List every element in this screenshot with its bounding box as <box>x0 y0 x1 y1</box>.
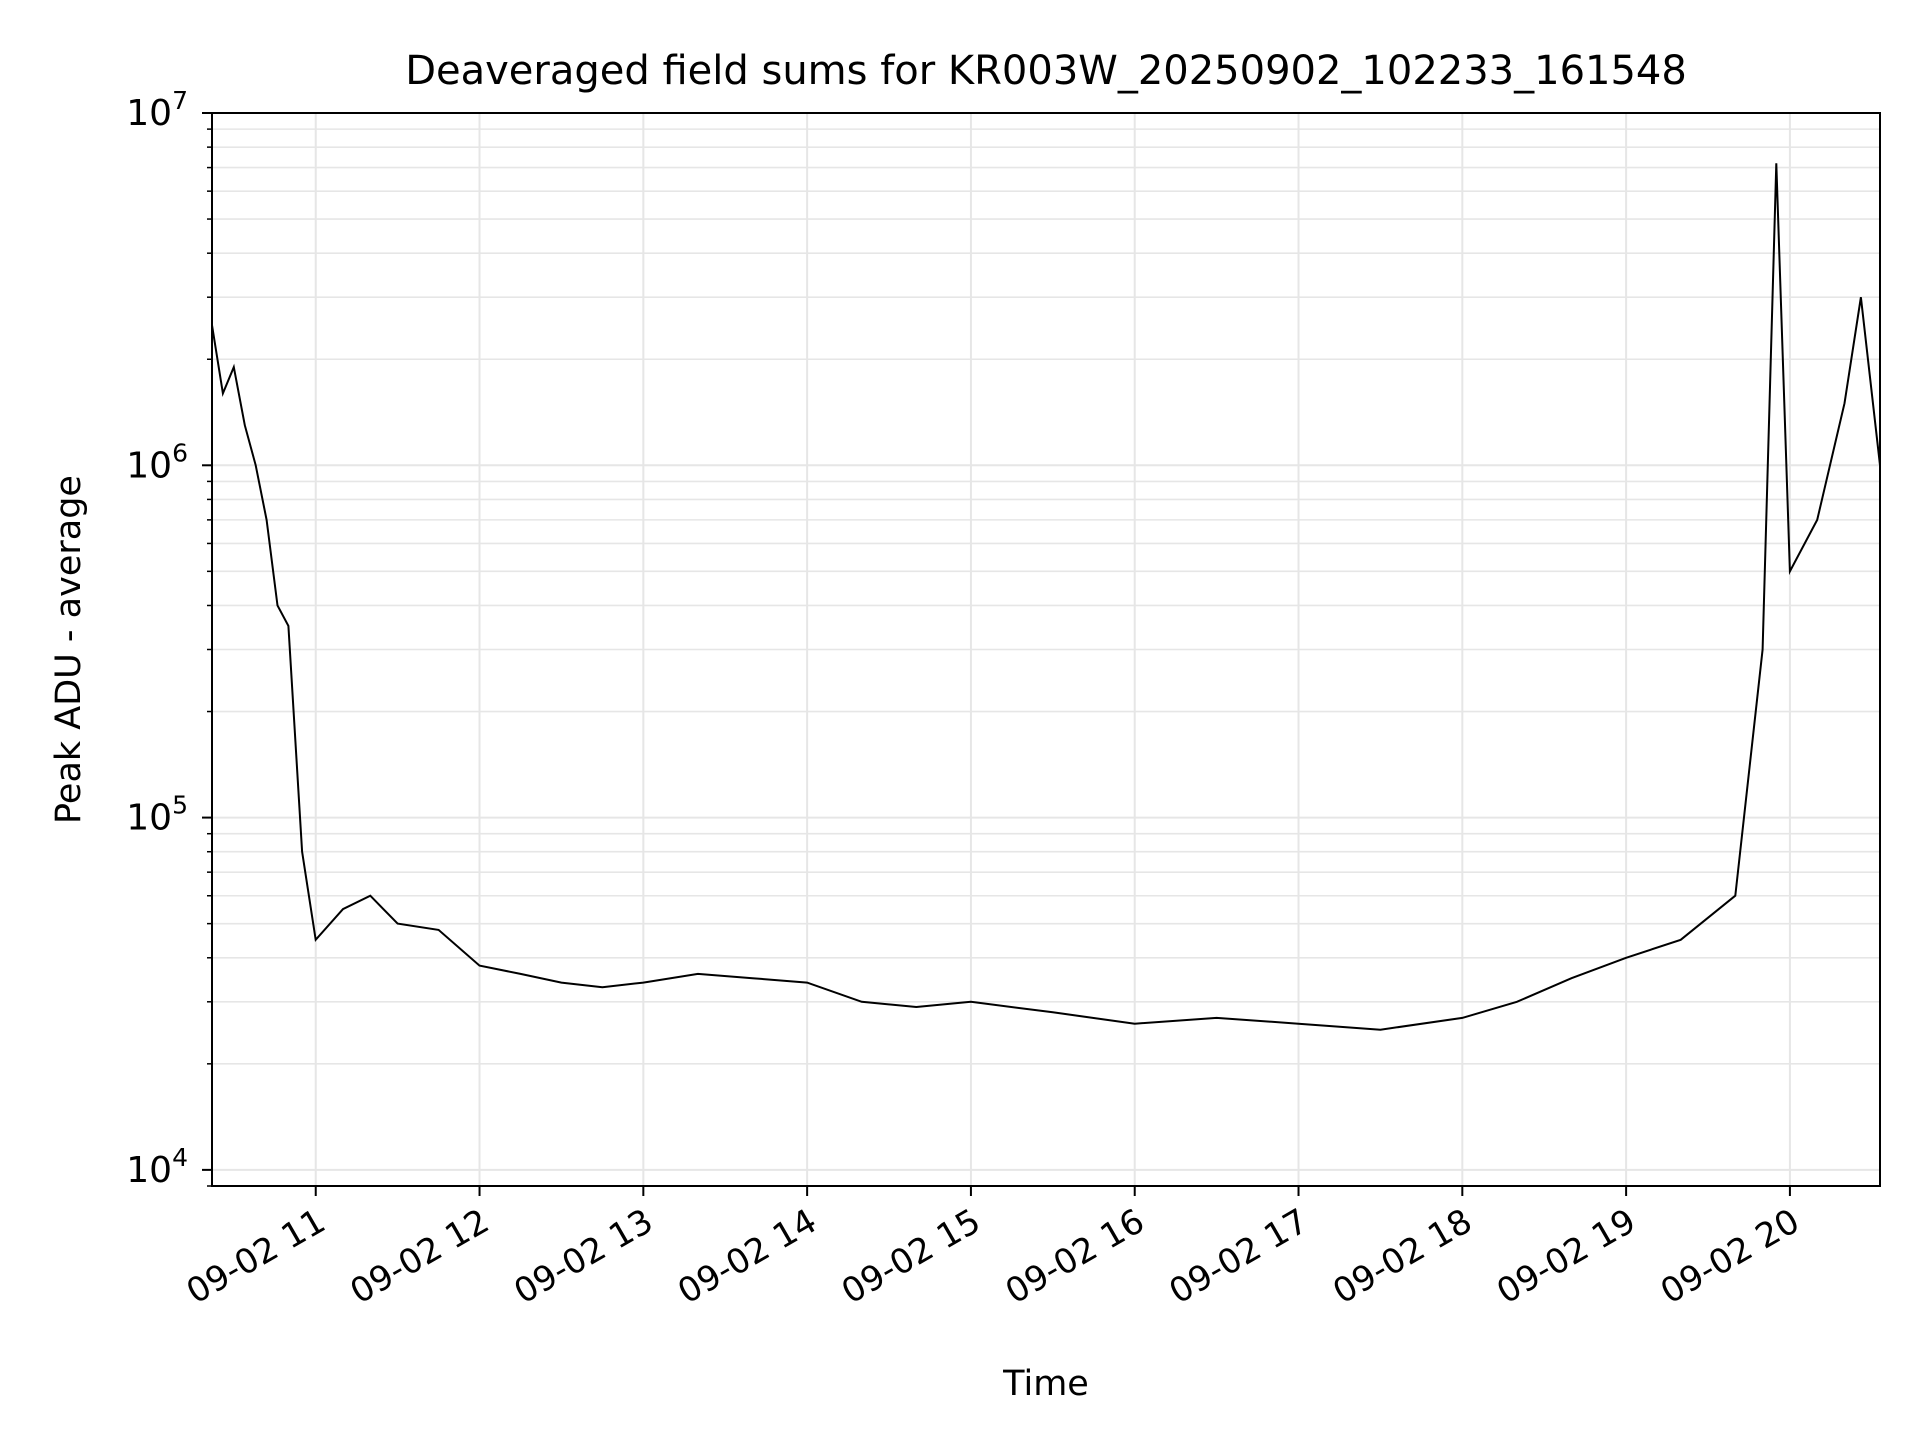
y-tick-label: 104 <box>126 1143 188 1191</box>
y-tick-label: 107 <box>126 86 188 134</box>
y-axis-label: Peak ADU - average <box>49 475 89 824</box>
x-axis-label: Time <box>1002 1364 1089 1404</box>
chart-title: Deaveraged field sums for KR003W_2025090… <box>405 48 1687 94</box>
data-series <box>211 163 1881 1031</box>
series-line <box>211 163 1881 1031</box>
y-tick-label: 105 <box>126 791 188 839</box>
y-tick-label: 106 <box>126 438 188 486</box>
grid <box>212 112 1880 1187</box>
